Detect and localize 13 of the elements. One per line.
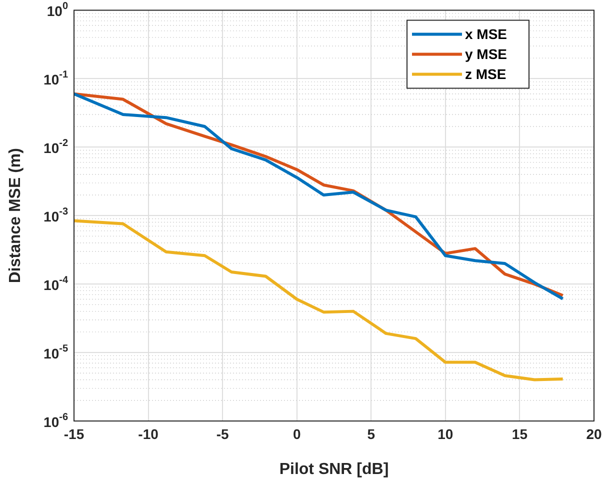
- x-tick-label: 15: [512, 426, 528, 442]
- x-tick-label: -5: [216, 426, 230, 442]
- x-tick-label: 5: [367, 426, 376, 442]
- x-tick-label: 0: [292, 426, 301, 442]
- legend-label: y MSE: [465, 46, 508, 62]
- x-axis-title: Pilot SNR [dB]: [279, 460, 389, 478]
- legend-label: x MSE: [465, 26, 508, 42]
- x-tick-label: 10: [438, 426, 454, 442]
- legend-label: z MSE: [465, 66, 506, 82]
- y-axis-title: Distance MSE (m): [7, 148, 24, 284]
- x-tick-label: -15: [64, 426, 84, 442]
- x-tick-label: 20: [586, 426, 602, 442]
- x-tick-label: -10: [138, 426, 159, 442]
